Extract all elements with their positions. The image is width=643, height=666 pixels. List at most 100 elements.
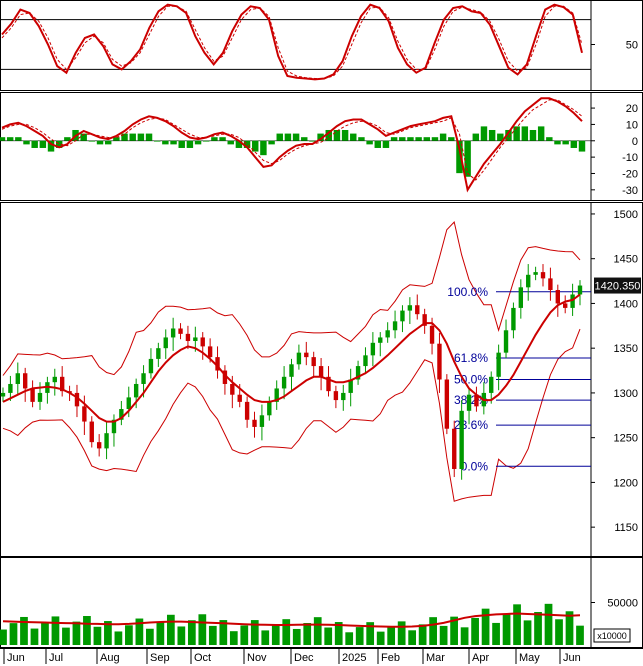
candle-body (89, 421, 94, 443)
volume-bar (30, 628, 39, 645)
volume-bar (83, 616, 91, 645)
candle-body (230, 383, 235, 395)
candle-body (304, 352, 309, 358)
volume-bar (177, 626, 186, 645)
fibonacci-level-label: 23.6% (454, 418, 488, 432)
x-axis: Jun Jul Aug Sep Oct Nov Dec 2025 Feb Mar Apr May Jun (0, 648, 643, 664)
macd-histogram-bar (497, 133, 504, 141)
volume-bar (324, 627, 333, 645)
volume-bar (41, 622, 49, 645)
macd-histogram-bar (137, 133, 145, 141)
candle-body (252, 419, 257, 427)
macd-histogram-bar (562, 140, 569, 145)
macd-histogram-bar (317, 133, 324, 141)
macd-histogram-bar (309, 140, 316, 142)
candle-body (459, 410, 464, 469)
macd-histogram-bar (252, 140, 259, 152)
volume-bar (481, 608, 490, 645)
fibonacci-level-label: 61.8% (454, 351, 488, 365)
volume-bar (250, 620, 259, 645)
volume-bar (51, 616, 60, 645)
volume-bar (439, 625, 448, 645)
macd-histogram-bar (505, 129, 512, 141)
macd-histogram-bar (0, 137, 6, 141)
volume-bar (0, 629, 7, 645)
last-price-tag (594, 277, 641, 294)
candle-body (185, 333, 191, 342)
candle-body (30, 388, 35, 402)
volume-bar (565, 611, 574, 645)
candle-body (163, 337, 168, 349)
volume-bar (198, 614, 207, 645)
macd-histogram-bar (358, 137, 365, 141)
macd-histogram-bar (325, 129, 332, 141)
candle-body (496, 352, 501, 377)
macd-histogram-bar (186, 140, 194, 148)
macd-histogram-bar (194, 140, 202, 145)
candle-body (8, 383, 13, 393)
macd-histogram-bar (578, 140, 586, 152)
macd-histogram-bar (366, 140, 373, 145)
candle-body (415, 305, 420, 315)
volume-bar (387, 626, 396, 645)
macd-frame (0, 92, 643, 201)
candle-body (281, 376, 287, 389)
candle-body (156, 348, 161, 359)
price-y-tick-label: 1450 (614, 254, 638, 266)
candle-body (207, 346, 213, 358)
macd-histogram-bar (276, 133, 283, 141)
macd-histogram-bar (178, 140, 185, 148)
macd-y-tick-label: -30 (622, 185, 638, 197)
volume-bar (334, 622, 343, 645)
volume-bar (62, 627, 70, 645)
macd-histogram-bar (472, 133, 480, 141)
macd-histogram-bar (415, 137, 422, 141)
candle-body (533, 272, 538, 275)
macd-panel: 20 10 0 -10 -20 -30 (0, 92, 643, 201)
candle-body (511, 307, 516, 331)
macd-histogram-bar (39, 140, 47, 148)
candle-body (333, 391, 339, 401)
candle-body (104, 433, 109, 449)
volume-bar (187, 620, 196, 645)
macd-histogram-bar (227, 140, 234, 145)
candle-body (96, 442, 102, 449)
macd-y-tick-label: -10 (622, 152, 638, 164)
volume-bar (397, 621, 406, 645)
macd-histogram-bar (23, 140, 30, 145)
volume-bar (355, 627, 364, 645)
candle-body (444, 379, 450, 429)
candle-body (341, 392, 346, 401)
x-tick-label: Sep (150, 652, 170, 664)
macd-histogram-bar (104, 140, 112, 145)
stochastic-signal-line (1, 5, 583, 79)
macd-histogram-bar (219, 137, 226, 141)
lower-band-line (2, 328, 581, 502)
macd-histogram-bar (570, 140, 578, 148)
macd-histogram-bar (407, 137, 414, 141)
candle-body (555, 290, 560, 304)
upper-band-line (2, 220, 581, 376)
candle-body (59, 376, 65, 392)
candle-body (370, 342, 376, 356)
volume-bar (544, 603, 553, 645)
macd-histogram-bar (341, 129, 349, 141)
macd-histogram-bar (64, 137, 71, 141)
candle-body (200, 337, 205, 347)
volume-bar (135, 618, 144, 645)
candle-body (126, 397, 131, 410)
volume-bar (166, 614, 175, 645)
macd-histogram-bar (153, 140, 161, 142)
candle-body (15, 373, 20, 384)
candle-body (422, 314, 427, 326)
macd-histogram-bar (333, 129, 341, 141)
macd-histogram-bar (6, 137, 14, 141)
macd-histogram-bar (96, 140, 104, 145)
volume-bar (313, 617, 322, 645)
volume-bar (125, 625, 133, 645)
candle-body (577, 285, 583, 295)
candle-body (540, 272, 546, 279)
macd-histogram-bar (399, 137, 406, 141)
stochastic-frame (0, 0, 643, 91)
candle-body (526, 274, 531, 288)
